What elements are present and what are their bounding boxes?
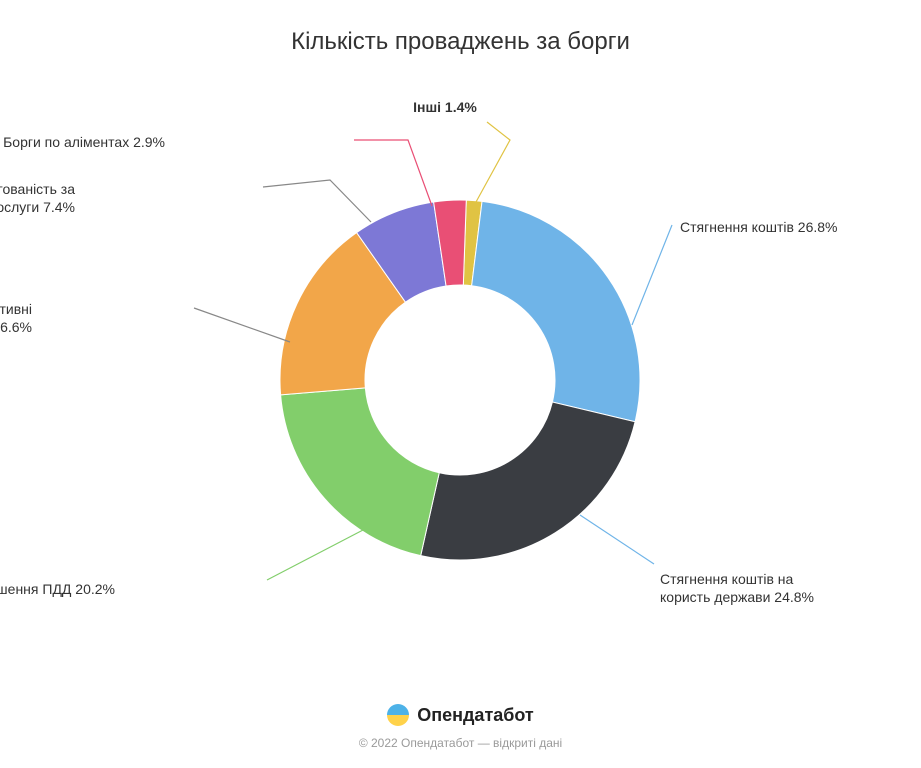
slice-label: Заборгованість за комунальні послуги 7.4… xyxy=(0,180,75,216)
leader-line xyxy=(476,122,510,202)
slice-label: Інші 1.4% xyxy=(413,98,477,116)
slice-label: Адміністративні правопорушення 16.6% xyxy=(0,300,32,336)
chart-title: Кількість проваджень за борги xyxy=(0,0,921,56)
donut-slice xyxy=(421,402,635,560)
leader-line xyxy=(263,180,371,222)
donut-chart: Інші 1.4% Стягнення коштів 26.8% Стягнення… xyxy=(0,70,921,668)
leader-line xyxy=(632,225,672,325)
brand-name: Опендатабот xyxy=(417,705,534,726)
donut-slice xyxy=(281,388,440,556)
slice-label: Порушення ПДД 20.2% xyxy=(0,580,115,598)
footer: Опендатабот © 2022 Опендатабот — відкрит… xyxy=(0,704,921,768)
leader-line xyxy=(580,515,654,564)
slice-label: Борги по аліментах 2.9% xyxy=(3,133,165,151)
leader-line xyxy=(194,308,290,342)
slice-label: Стягнення коштів 26.8% xyxy=(680,218,838,236)
slice-label: Стягнення коштів на користь держави 24.8… xyxy=(660,570,814,606)
brand-icon xyxy=(387,704,409,726)
leader-line xyxy=(354,140,432,206)
donut-slice xyxy=(472,201,640,421)
leader-line xyxy=(267,530,363,580)
copyright: © 2022 Опендатабот — відкриті дані xyxy=(0,736,921,750)
brand: Опендатабот xyxy=(387,704,534,726)
